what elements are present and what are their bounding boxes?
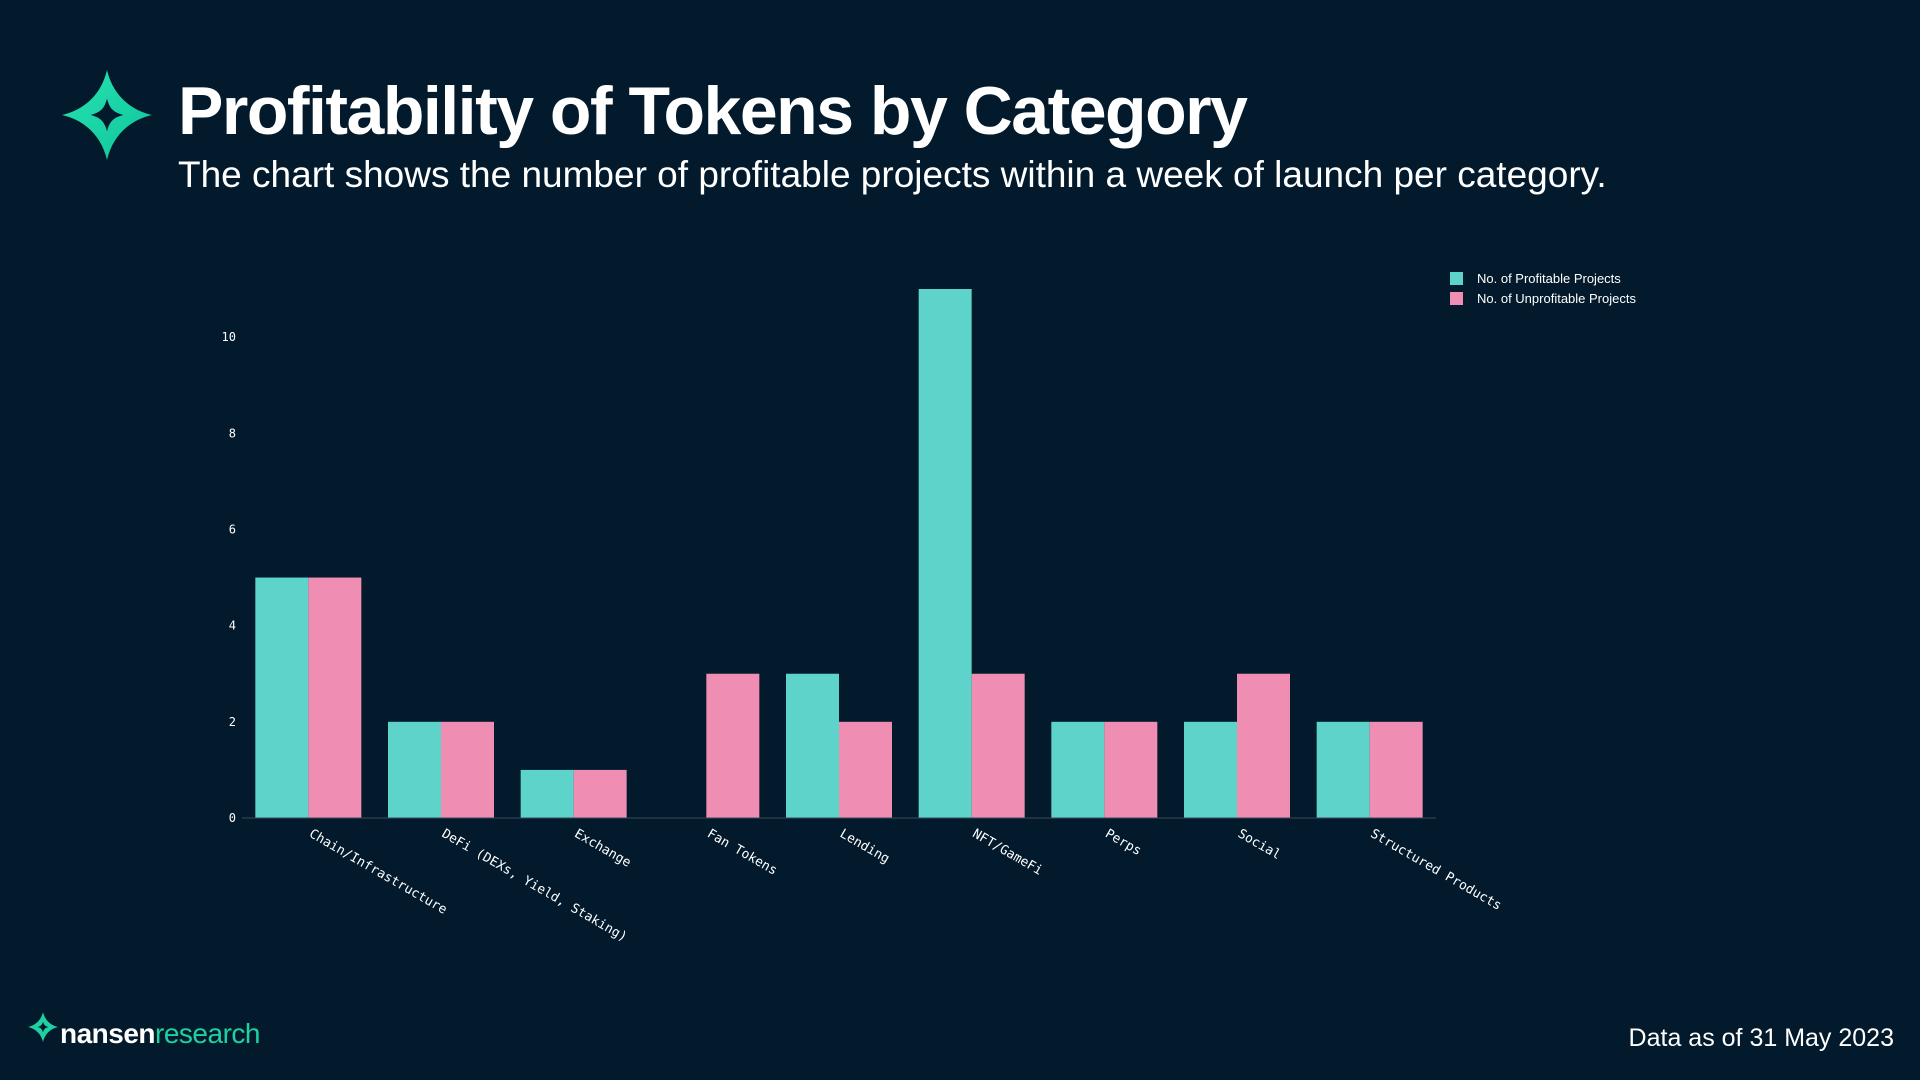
chart-legend: No. of Profitable Projects No. of Unprof… [1450, 268, 1636, 308]
bar-unprofitable-defi-dexs-yield-staking[interactable] [441, 721, 494, 818]
y-tick-label: 10 [222, 330, 236, 344]
nansen-star-icon [62, 70, 152, 160]
bar-unprofitable-nft-gamefi[interactable] [971, 673, 1025, 818]
legend-swatch-profitable [1450, 271, 1463, 285]
bar-unprofitable-exchange[interactable] [573, 769, 627, 818]
bar-profitable-nft-gamefi[interactable] [918, 289, 972, 818]
y-tick-label: 8 [229, 426, 236, 440]
y-tick-label: 6 [229, 522, 236, 536]
bar-profitable-exchange[interactable] [520, 769, 574, 818]
page-title: Profitability of Tokens by Category [178, 73, 1248, 149]
bar-unprofitable-structured-products[interactable] [1369, 721, 1423, 818]
bar-unprofitable-social[interactable] [1237, 673, 1290, 818]
brand-suffix: research [155, 1018, 260, 1049]
x-tick-label-chain-infrastructure: Chain/Infrastructure [306, 826, 449, 917]
y-tick-label: 0 [229, 811, 236, 825]
nansen-star-small-icon [28, 1012, 58, 1042]
x-tick-label-structured-products: Structured Products [1368, 826, 1504, 913]
bars-group [255, 289, 1423, 818]
y-tick-label: 4 [229, 619, 236, 633]
bar-unprofitable-fan-tokens[interactable] [706, 673, 760, 818]
bar-profitable-lending[interactable] [786, 673, 839, 818]
bar-profitable-defi-dexs-yield-staking[interactable] [388, 721, 441, 818]
x-tick-label-exchange: Exchange [572, 826, 634, 870]
legend-swatch-unprofitable [1450, 291, 1463, 305]
x-tick-label-nft-gamefi: NFT/GameFi [970, 826, 1045, 878]
bar-unprofitable-lending[interactable] [839, 721, 892, 818]
legend-label-unprofitable: No. of Unprofitable Projects [1477, 290, 1636, 306]
x-tick-label-fan-tokens: Fan Tokens [704, 826, 779, 878]
x-tick-label-perps: Perps [1102, 826, 1143, 859]
bar-profitable-chain-infrastructure[interactable] [255, 577, 309, 818]
brand-name: nansen [60, 1018, 156, 1049]
legend-item-unprofitable[interactable]: No. of Unprofitable Projects [1450, 288, 1636, 308]
bar-profitable-structured-products[interactable] [1316, 721, 1370, 818]
x-tick-label-social: Social [1235, 826, 1283, 862]
page-subtitle: The chart shows the number of profitable… [178, 154, 1607, 195]
bar-unprofitable-chain-infrastructure[interactable] [308, 577, 362, 818]
legend-label-profitable: No. of Profitable Projects [1477, 270, 1621, 286]
data-date-note: Data as of 31 May 2023 [1628, 1024, 1894, 1052]
y-tick-label: 2 [229, 715, 236, 729]
legend-item-profitable[interactable]: No. of Profitable Projects [1450, 268, 1636, 288]
y-axis: 0 2 4 6 8 10 [222, 330, 236, 825]
bar-unprofitable-perps[interactable] [1104, 721, 1158, 818]
x-tick-label-lending: Lending [837, 826, 892, 866]
brand-logo: nansen research [28, 1012, 260, 1050]
bar-profitable-perps[interactable] [1051, 721, 1105, 818]
bar-profitable-social[interactable] [1184, 721, 1237, 818]
